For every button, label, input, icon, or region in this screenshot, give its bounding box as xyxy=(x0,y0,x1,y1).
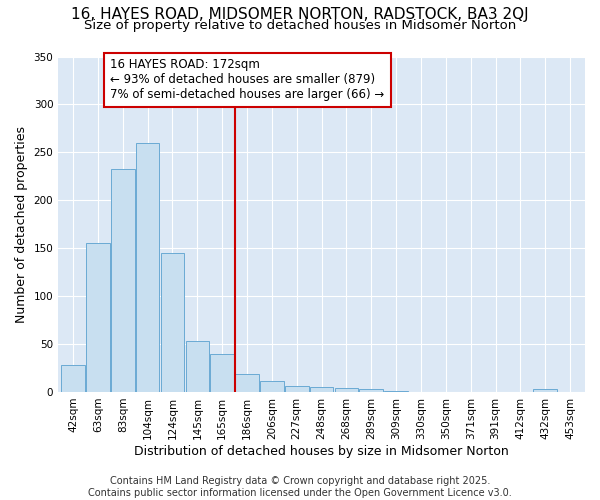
Bar xyxy=(61,365,85,392)
Bar xyxy=(211,354,234,392)
Bar xyxy=(111,168,134,392)
Bar xyxy=(136,143,160,392)
Bar xyxy=(185,341,209,392)
Bar xyxy=(260,382,284,392)
Bar xyxy=(385,391,408,392)
X-axis label: Distribution of detached houses by size in Midsomer Norton: Distribution of detached houses by size … xyxy=(134,444,509,458)
Bar xyxy=(161,253,184,392)
Text: Contains HM Land Registry data © Crown copyright and database right 2025.
Contai: Contains HM Land Registry data © Crown c… xyxy=(88,476,512,498)
Text: 16 HAYES ROAD: 172sqm
← 93% of detached houses are smaller (879)
7% of semi-deta: 16 HAYES ROAD: 172sqm ← 93% of detached … xyxy=(110,58,385,102)
Bar xyxy=(359,389,383,392)
Text: 16, HAYES ROAD, MIDSOMER NORTON, RADSTOCK, BA3 2QJ: 16, HAYES ROAD, MIDSOMER NORTON, RADSTOC… xyxy=(71,8,529,22)
Bar xyxy=(86,244,110,392)
Bar xyxy=(235,374,259,392)
Bar xyxy=(335,388,358,392)
Text: Size of property relative to detached houses in Midsomer Norton: Size of property relative to detached ho… xyxy=(84,18,516,32)
Bar xyxy=(533,389,557,392)
Bar xyxy=(310,387,334,392)
Y-axis label: Number of detached properties: Number of detached properties xyxy=(15,126,28,322)
Bar xyxy=(285,386,308,392)
